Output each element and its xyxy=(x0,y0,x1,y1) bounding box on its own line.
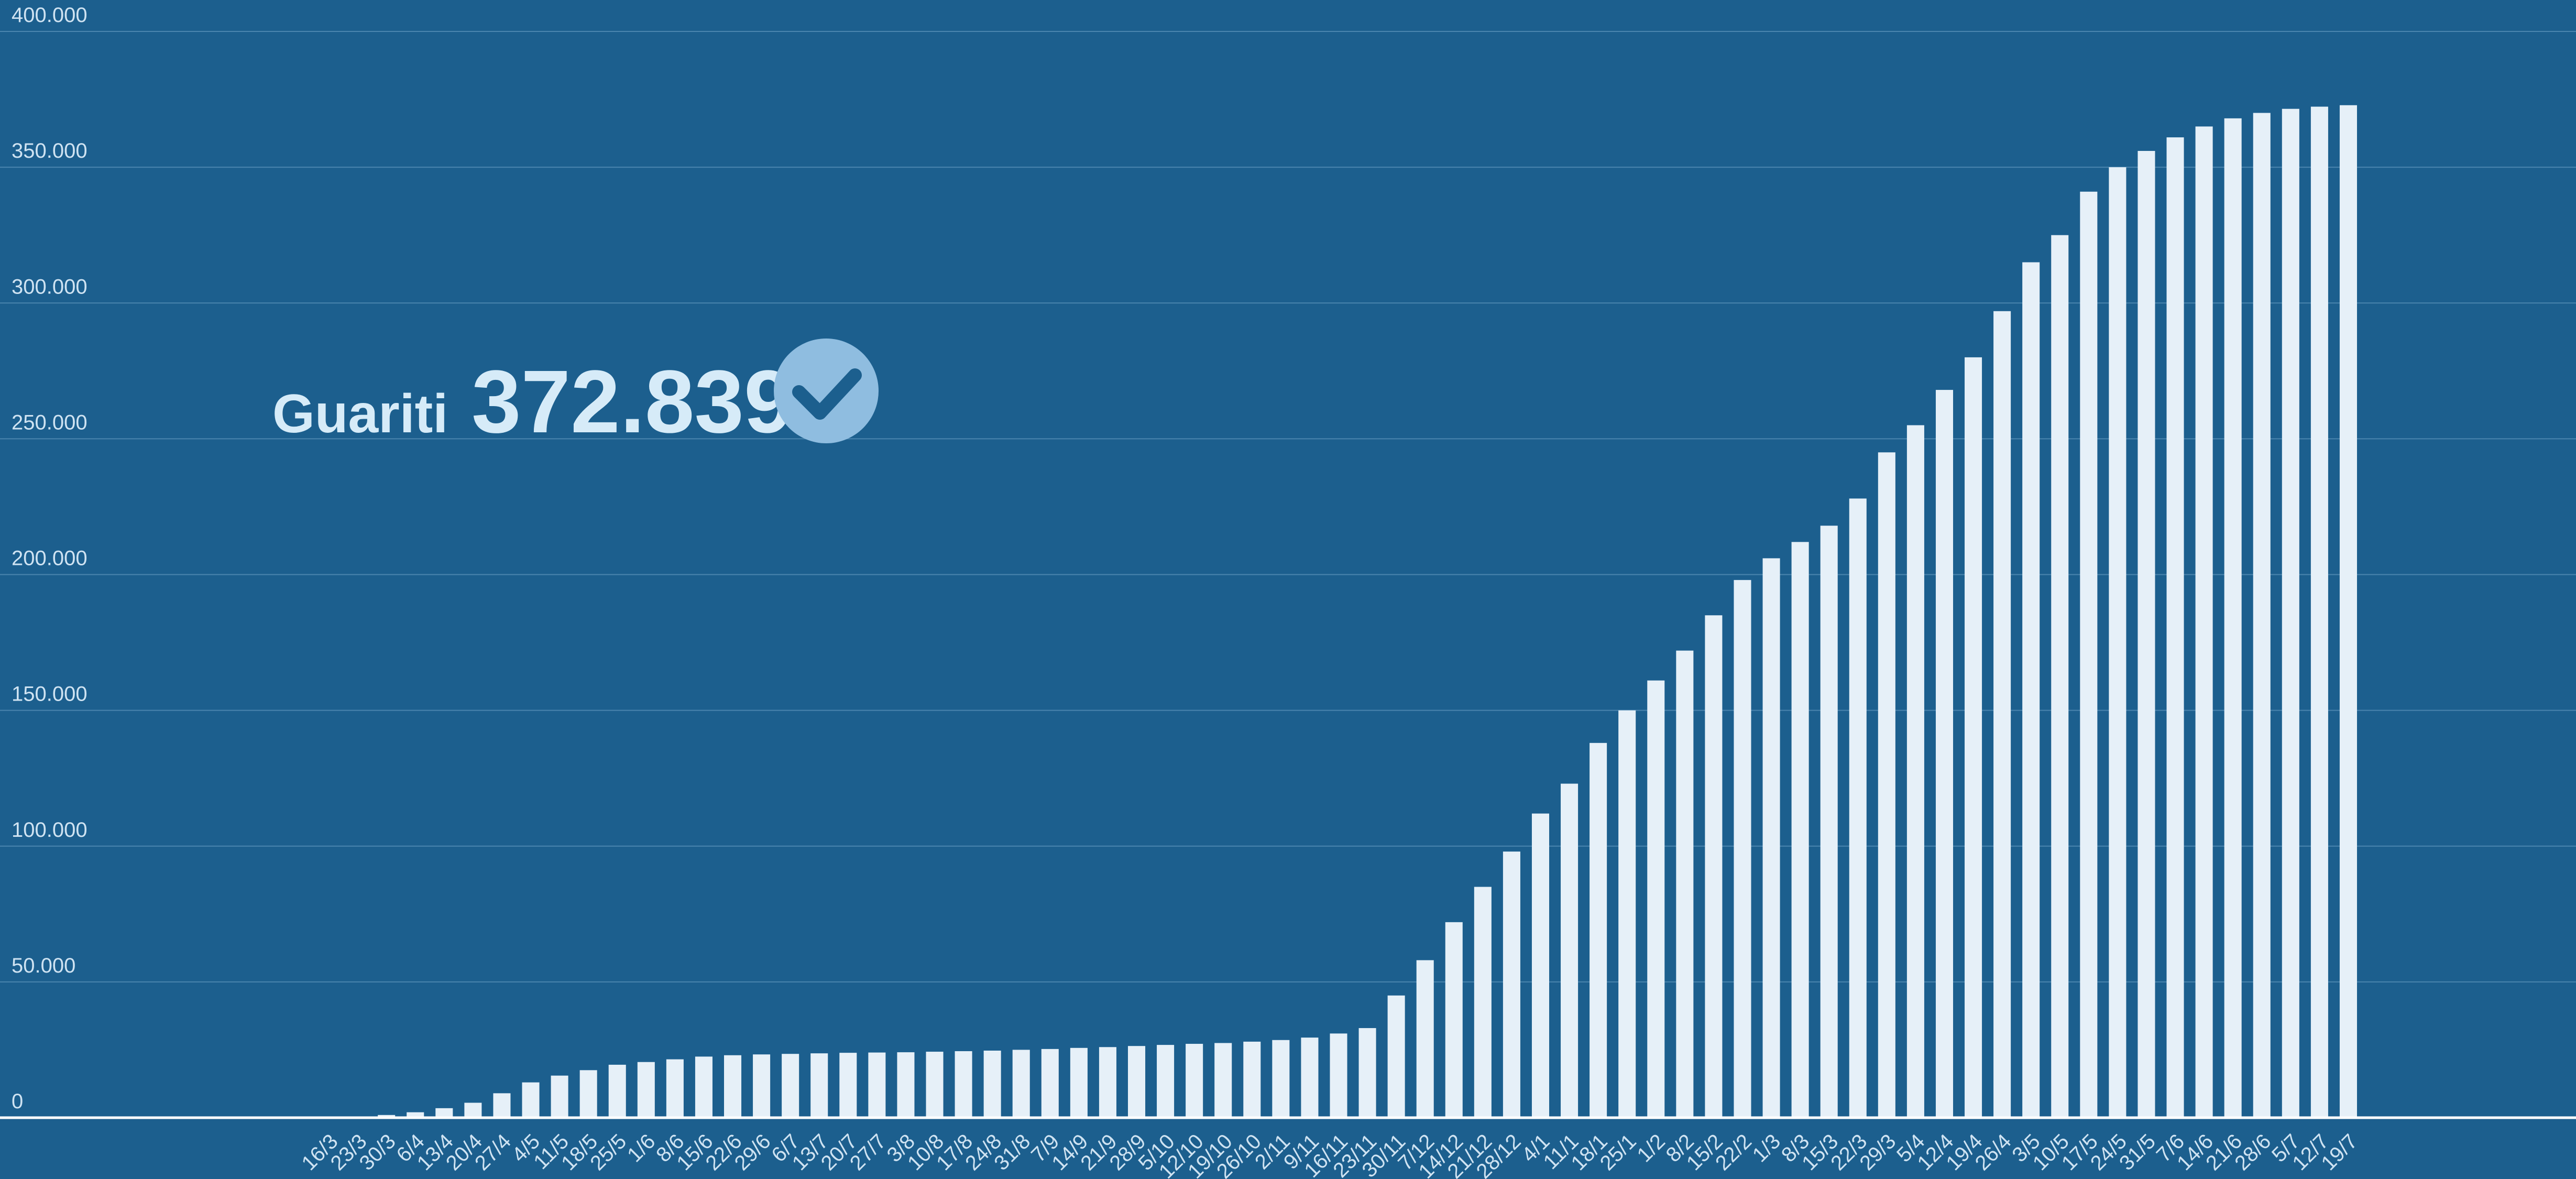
bar xyxy=(666,1059,684,1118)
y-tick-label: 250.000 xyxy=(12,411,87,434)
bar xyxy=(839,1053,857,1118)
bar xyxy=(1531,813,1550,1118)
bar xyxy=(2022,262,2040,1118)
bar xyxy=(1186,1044,1203,1118)
bar xyxy=(1590,743,1607,1118)
bar xyxy=(1965,357,1982,1118)
bar xyxy=(1734,580,1751,1118)
bar xyxy=(608,1064,626,1118)
y-tick-label: 300.000 xyxy=(12,275,87,298)
bar xyxy=(1878,452,1895,1118)
y-tick-label: 400.000 xyxy=(12,4,87,27)
bar xyxy=(1012,1050,1030,1118)
check-mark xyxy=(792,368,862,420)
check-icon xyxy=(774,339,879,443)
bar xyxy=(1157,1045,1175,1118)
bar xyxy=(464,1102,482,1118)
bar xyxy=(2137,151,2155,1118)
bar xyxy=(1416,960,1434,1118)
y-tick-label: 150.000 xyxy=(12,683,87,706)
bar xyxy=(1762,558,1780,1118)
bar xyxy=(1243,1041,1261,1118)
bar xyxy=(522,1082,540,1118)
bar xyxy=(551,1075,568,1118)
bar xyxy=(983,1050,1001,1118)
bar xyxy=(1906,425,1924,1118)
bar xyxy=(1099,1047,1116,1118)
bar xyxy=(2339,105,2357,1118)
bar xyxy=(1474,887,1492,1118)
bar xyxy=(1820,526,1838,1118)
bar xyxy=(579,1070,597,1118)
bar xyxy=(868,1052,886,1118)
bar xyxy=(1503,852,1520,1118)
bar xyxy=(1618,710,1636,1118)
bar xyxy=(897,1052,915,1118)
bar xyxy=(1445,922,1463,1118)
bar xyxy=(1705,615,1723,1118)
chart-title: Guariti xyxy=(272,384,448,444)
bar xyxy=(955,1051,972,1118)
y-tick-label: 200.000 xyxy=(12,547,87,570)
bar xyxy=(1041,1049,1059,1118)
bar xyxy=(493,1093,511,1118)
bar xyxy=(1935,390,1953,1118)
bar xyxy=(1647,680,1665,1118)
bar xyxy=(2253,113,2271,1118)
bar xyxy=(1127,1046,1146,1118)
bar xyxy=(2166,137,2184,1118)
y-tick-label: 50.000 xyxy=(12,954,75,977)
total-value: 372.839 xyxy=(472,352,794,452)
bar xyxy=(1561,783,1579,1118)
bar xyxy=(1301,1038,1319,1118)
bar xyxy=(378,1115,396,1118)
bar xyxy=(1791,542,1809,1118)
bar xyxy=(407,1112,424,1118)
check-circle xyxy=(774,339,879,443)
y-tick-label: 100.000 xyxy=(12,818,87,842)
bar xyxy=(1387,995,1405,1118)
bar xyxy=(2080,191,2098,1118)
bar xyxy=(637,1062,655,1118)
bar xyxy=(2195,126,2213,1118)
bar xyxy=(1993,311,2011,1118)
bar xyxy=(926,1052,944,1118)
bar xyxy=(1849,498,1867,1118)
bar xyxy=(1676,650,1694,1118)
y-tick-label: 350.000 xyxy=(12,139,87,162)
bar xyxy=(753,1054,771,1118)
bar xyxy=(2282,108,2299,1118)
bars xyxy=(349,105,2357,1118)
bar xyxy=(782,1054,799,1118)
bar xyxy=(1070,1047,1088,1118)
bar xyxy=(2051,235,2069,1118)
bar xyxy=(2109,167,2126,1118)
bar xyxy=(1272,1040,1290,1118)
bar xyxy=(1358,1028,1376,1118)
bar xyxy=(2224,118,2242,1118)
bar xyxy=(1214,1043,1232,1118)
bar xyxy=(695,1056,712,1118)
bar xyxy=(810,1053,828,1118)
bar xyxy=(724,1055,742,1118)
y-tick-label: 0 xyxy=(12,1090,23,1113)
bar xyxy=(2310,106,2328,1118)
bar xyxy=(1330,1033,1347,1118)
bar xyxy=(435,1108,453,1118)
